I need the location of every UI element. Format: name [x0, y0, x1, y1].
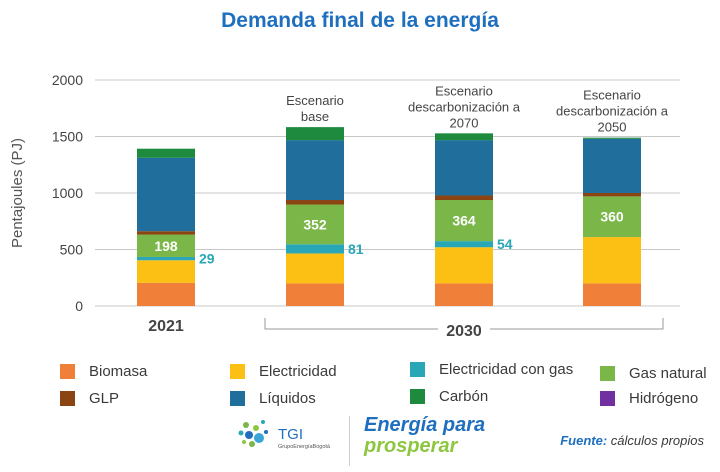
tgi-logo-subtext: GrupoEnergíaBogotá [278, 444, 331, 450]
legend-label: Gas natural [629, 365, 707, 382]
legend-label: Hidrógeno [629, 390, 699, 407]
legend-swatch [410, 362, 425, 377]
data-label: 81 [348, 241, 364, 257]
chart-title: Demanda final de la energía [221, 9, 499, 32]
legend-label: Líquidos [259, 390, 316, 407]
bar-segment [435, 195, 493, 201]
bar-segment [583, 193, 641, 197]
scenario-label: Escenario [286, 93, 344, 108]
bar-segment [137, 231, 195, 235]
tgi-logo-dots-icon [238, 420, 268, 447]
legend-swatch [230, 364, 245, 379]
data-label: 54 [497, 236, 513, 252]
tgi-logo-text: TGI [278, 426, 303, 443]
bar-segment [286, 283, 344, 306]
bar-segment [137, 282, 195, 306]
scenario-label: 2070 [450, 115, 479, 130]
legend-swatch [230, 391, 245, 406]
bar-segment [286, 244, 344, 254]
legend-swatch [60, 364, 75, 379]
legend-swatch [410, 389, 425, 404]
bar-segment [286, 127, 344, 141]
footer-divider [349, 416, 350, 466]
bar-segment [435, 247, 493, 284]
data-label: 29 [199, 251, 215, 267]
chart-legend: Biomasa Electricidad Electricidad con ga… [0, 355, 720, 415]
brand-slogan: Energía para prosperar [364, 415, 485, 457]
legend-swatch [60, 391, 75, 406]
bar-segment [583, 137, 641, 139]
bar-segment [435, 133, 493, 141]
bar-segment [435, 241, 493, 248]
bar-segment [286, 204, 344, 245]
legend-label: Electricidad [259, 363, 337, 380]
bar-segment [435, 140, 493, 196]
tgi-logo: TGI GrupoEnergíaBogotá [238, 420, 331, 450]
legend-item-electricidad-con-gas: Electricidad con gas [410, 361, 573, 378]
legend-item-hidrogeno: Hidrógeno [600, 390, 698, 407]
y-tick-label: 500 [60, 242, 84, 258]
bar-segment [435, 283, 493, 306]
brand-slogan-line-2: prosperar [364, 435, 458, 457]
y-axis-label: Pentajoules (PJ) [9, 138, 26, 248]
x-group-label-2021: 2021 [148, 318, 184, 335]
data-label: 352 [303, 216, 327, 232]
legend-item-liquidos: Líquidos [230, 390, 316, 407]
bar-segment [137, 234, 195, 257]
legend-item-glp: GLP [60, 390, 119, 407]
source-note: Fuente: cálculos propios [560, 433, 704, 448]
legend-swatch [600, 391, 615, 406]
y-tick-label: 0 [75, 298, 83, 314]
bar-segment [583, 138, 641, 193]
bar-segment [286, 200, 344, 205]
legend-item-gas-natural: Gas natural [600, 365, 707, 382]
bar-segment [583, 237, 641, 284]
bar-segment [435, 200, 493, 242]
data-label: 360 [600, 209, 624, 225]
stacked-bar-chart: 0 500 1000 1500 2000 Pentajoules (PJ) 198 352 36… [9, 72, 680, 341]
bar-segment [137, 148, 195, 158]
y-tick-label: 2000 [52, 72, 83, 88]
scenario-label: Escenario [583, 88, 641, 103]
legend-label: GLP [89, 390, 120, 407]
scenario-label: base [301, 109, 329, 124]
source-text: cálculos propios [610, 433, 704, 448]
bar-segment [137, 256, 195, 261]
legend-item-electricidad: Electricidad [230, 363, 337, 380]
scenario-label: Escenario [435, 83, 493, 98]
scenario-label: descarbonización a [408, 99, 521, 114]
y-tick-label: 1000 [52, 185, 83, 201]
legend-item-biomasa: Biomasa [60, 363, 147, 380]
bar-segment [286, 140, 344, 201]
legend-label: Carbón [439, 388, 489, 405]
data-label: 364 [452, 213, 476, 229]
bar-segment [583, 283, 641, 306]
legend-label: Biomasa [89, 363, 148, 380]
scenario-label: 2050 [598, 120, 627, 135]
scenario-label: descarbonización a [556, 104, 669, 119]
source-label: Fuente: [560, 433, 608, 448]
brand-slogan-line-1: Energía para [364, 414, 486, 436]
bar-segment [137, 157, 195, 232]
legend-item-carbon: Carbón [410, 388, 488, 405]
y-tick-label: 1500 [52, 129, 83, 145]
bar-segment [583, 196, 641, 238]
bar-segment [286, 253, 344, 284]
x-group-label-2030: 2030 [446, 323, 482, 340]
data-label: 198 [154, 238, 178, 254]
x-group-label-bg [438, 323, 490, 341]
legend-swatch [600, 366, 615, 381]
legend-label: Electricidad con gas [439, 361, 574, 378]
bar-segment [137, 260, 195, 283]
